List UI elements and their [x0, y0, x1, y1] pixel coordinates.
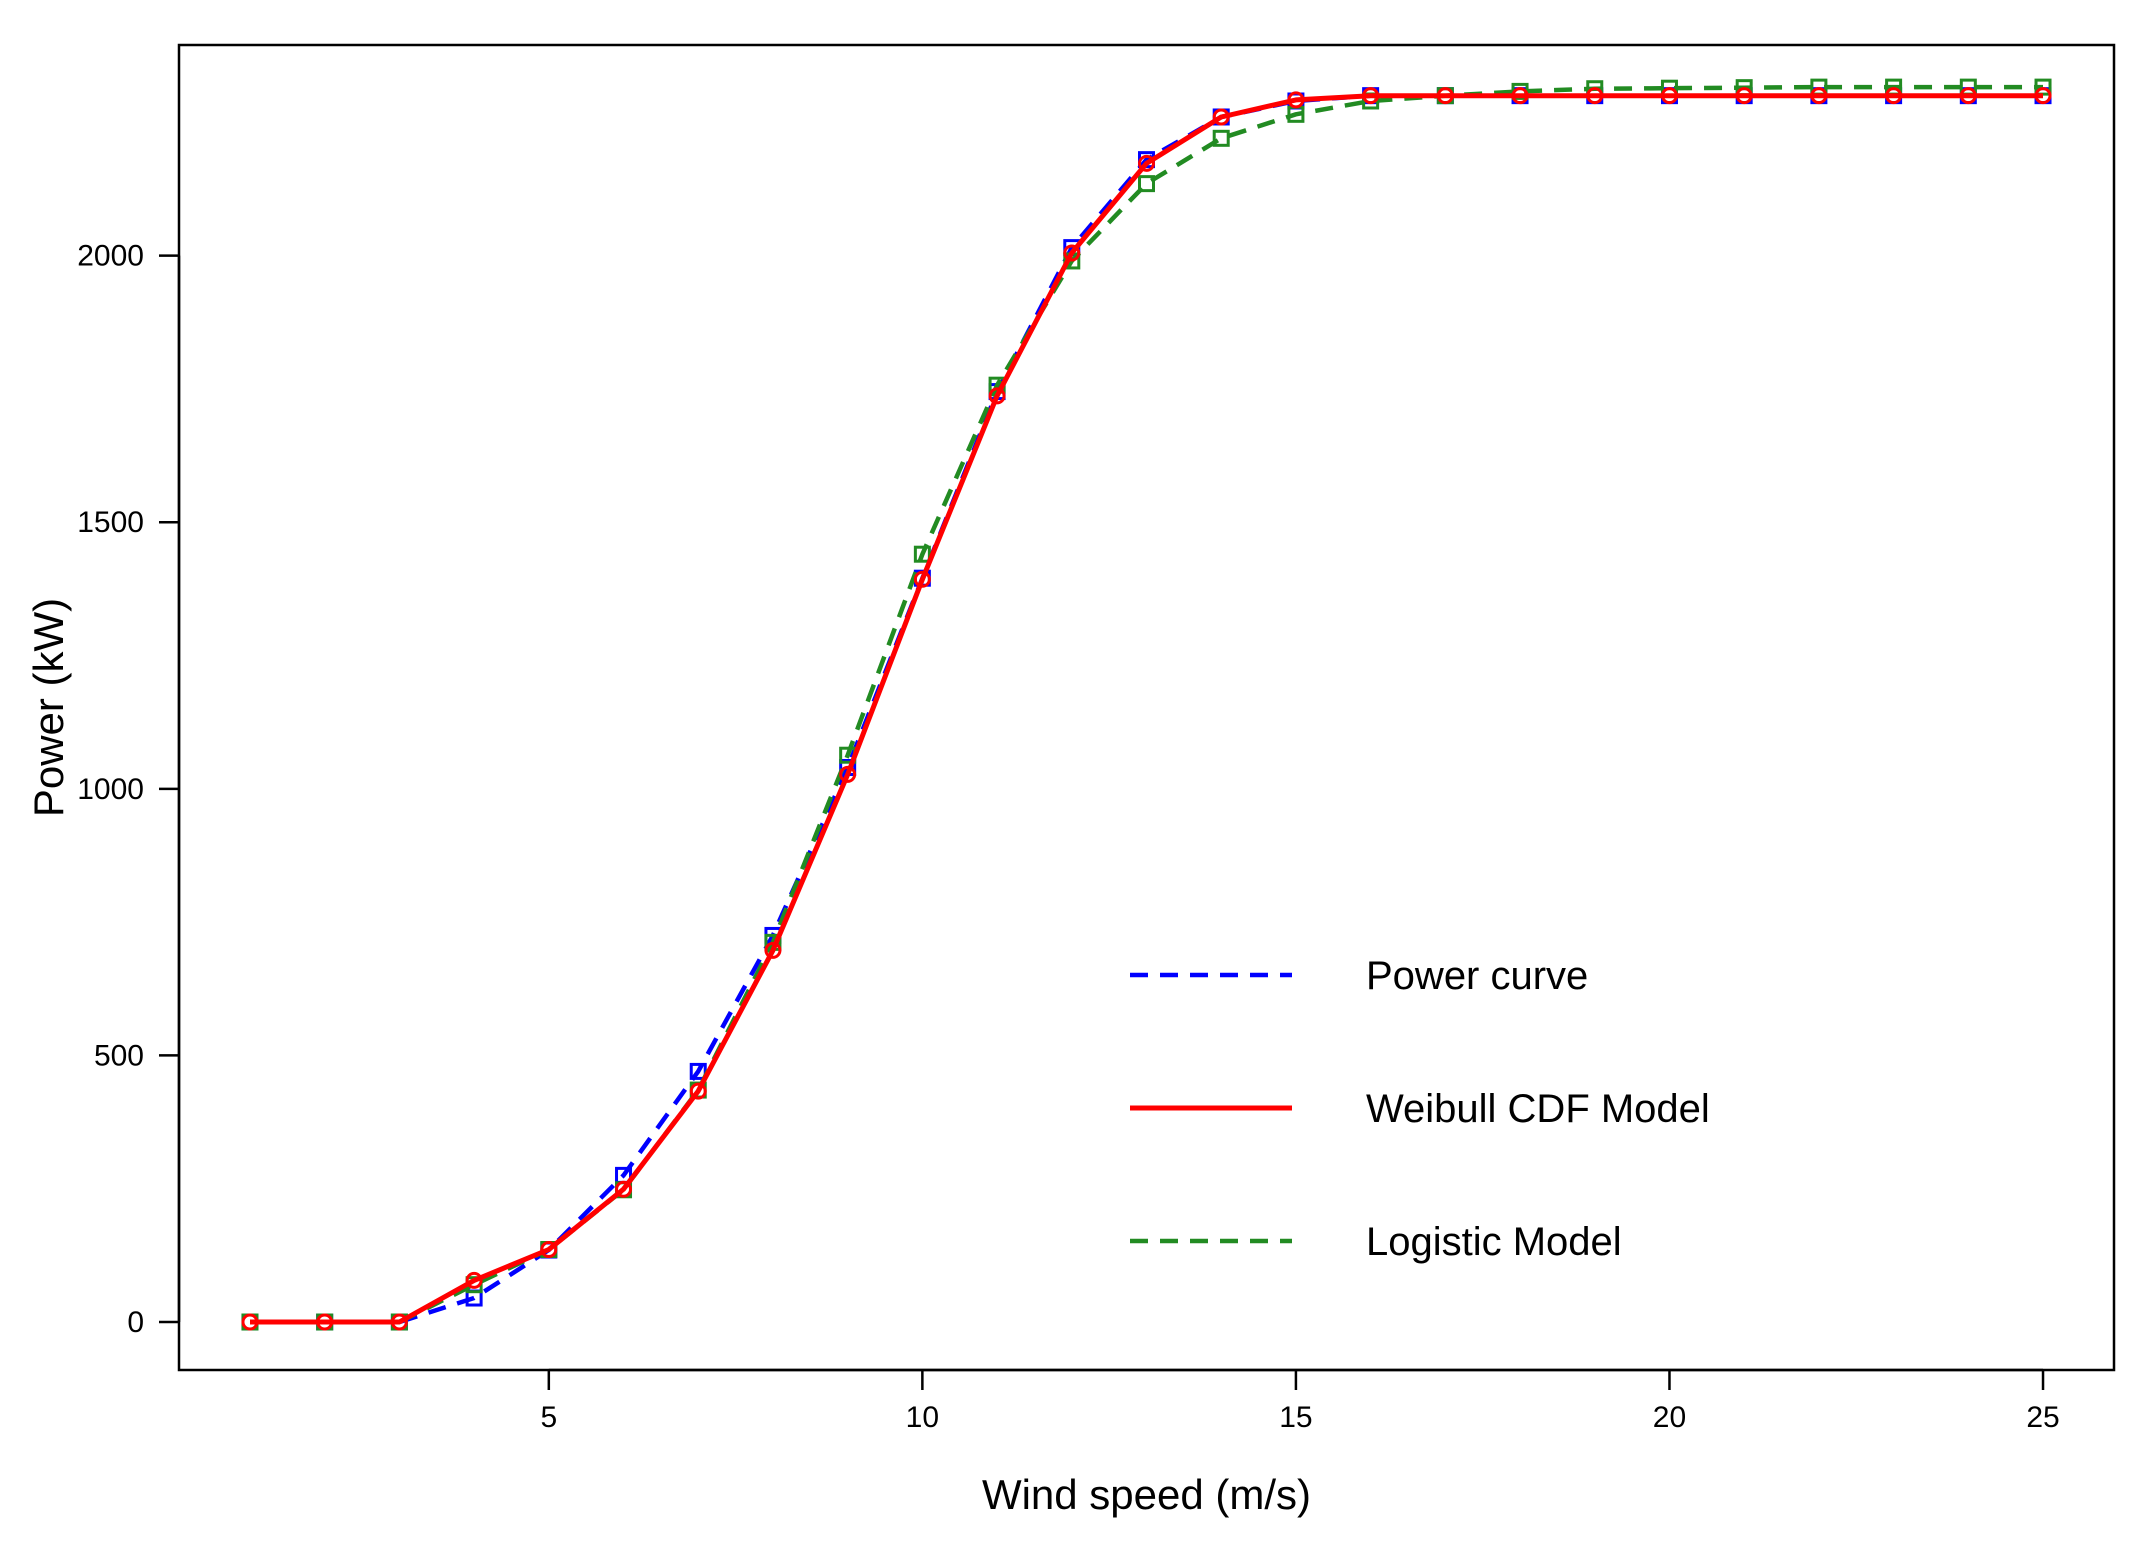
- weibull-cdf-model-point: [615, 1180, 633, 1198]
- x-axis: 5 10 15 20 25: [540, 1368, 2060, 1434]
- weibull-cdf-model-point: [316, 1313, 334, 1331]
- weibull-cdf-model-point: [1959, 87, 1977, 105]
- logistic-model-point: [1138, 175, 1155, 193]
- x-tick-label: 5: [540, 1401, 557, 1434]
- y-tick-label: 0: [127, 1306, 144, 1339]
- y-tick-label: 500: [94, 1039, 144, 1072]
- legend-label-weibull-cdf-model: Weibull CDF Model: [1366, 1087, 1710, 1131]
- x-tick-label: 25: [2026, 1401, 2059, 1434]
- weibull-cdf-model-point: [2034, 87, 2052, 105]
- weibull-cdf-model-point: [1436, 87, 1454, 105]
- weibull-cdf-model-point: [540, 1240, 558, 1258]
- weibull-cdf-model-point: [390, 1313, 408, 1331]
- weibull-cdf-model-point: [913, 570, 931, 588]
- legend-label-power-curve: Power curve: [1366, 954, 1588, 998]
- weibull-cdf-model-point: [764, 941, 782, 959]
- weibull-cdf-model-point: [241, 1313, 259, 1331]
- x-tick-label: 20: [1653, 1401, 1686, 1434]
- weibull-cdf-model-series: [241, 87, 2052, 1331]
- y-tick-label: 1000: [77, 773, 144, 806]
- legend: Power curve Weibull CDF Model Logistic Mod…: [1130, 954, 1710, 1264]
- weibull-cdf-model-line: [250, 93, 2043, 1325]
- weibull-cdf-model-point: [1660, 87, 1678, 105]
- weibull-cdf-model-point: [1362, 87, 1380, 105]
- weibull-cdf-model-point: [1511, 87, 1529, 105]
- x-tick-label: 15: [1279, 1401, 1312, 1434]
- y-axis-title: Power (kW): [25, 598, 72, 817]
- series-layer: [241, 78, 2052, 1331]
- weibull-cdf-model-point: [1287, 91, 1305, 109]
- x-axis-title: Wind speed (m/s): [982, 1471, 1311, 1518]
- weibull-cdf-model-point: [465, 1271, 483, 1289]
- x-tick-label: 10: [906, 1401, 939, 1434]
- weibull-cdf-model-point: [1212, 108, 1230, 126]
- legend-label-logistic-model: Logistic Model: [1366, 1220, 1622, 1264]
- logistic-model-point: [2034, 78, 2052, 96]
- y-tick-label: 1500: [77, 506, 144, 539]
- weibull-cdf-model-point: [1885, 87, 1903, 105]
- weibull-cdf-model-point: [1063, 244, 1081, 262]
- weibull-cdf-model-point: [1138, 154, 1155, 172]
- weibull-cdf-model-point: [689, 1082, 707, 1100]
- logistic-model-point: [913, 545, 931, 563]
- weibull-cdf-model-point: [1735, 87, 1753, 105]
- weibull-cdf-model-point: [988, 387, 1006, 405]
- y-tick-label: 2000: [77, 240, 144, 273]
- weibull-cdf-model-point: [1810, 87, 1828, 105]
- y-axis: 0 500 1000 1500 2000: [77, 240, 181, 1339]
- weibull-cdf-model-point: [839, 765, 857, 783]
- weibull-cdf-model-point: [1586, 87, 1604, 105]
- logistic-model-point: [1212, 129, 1230, 147]
